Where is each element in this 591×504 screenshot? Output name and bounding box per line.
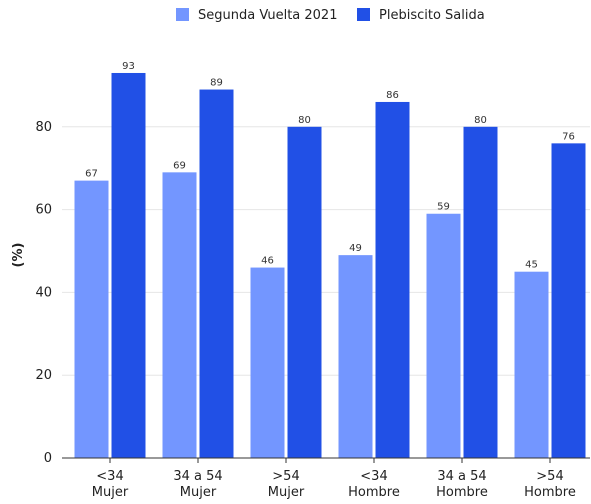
bar-1-1[interactable] [74,180,109,458]
bar-1-6[interactable] [514,271,549,458]
data-label-1-1: 67 [85,169,98,180]
bar-2-3[interactable] [287,126,322,459]
x-category-label-6: >54 Hombre [524,469,576,500]
y-tick-label-0: 0 [44,451,52,466]
data-label-2-6: 76 [562,131,575,142]
bar-2-4[interactable] [375,101,410,459]
bars [74,72,586,459]
data-label-2-4: 86 [386,90,399,101]
bar-2-2[interactable] [199,89,234,458]
y-axis: 0 20 40 60 80 (%) [11,120,52,466]
data-label-2-5: 80 [474,115,487,126]
data-label-1-5: 59 [437,202,450,213]
legend-label-1[interactable]: Segunda Vuelta 2021 [198,8,337,23]
y-axis-label: (%) [11,243,26,268]
y-tick-label-60: 60 [35,203,52,218]
data-labels: 67 93 69 89 46 80 49 86 59 80 45 76 [85,61,575,271]
x-category-label-4: <34 Hombre [348,469,400,500]
bar-1-3[interactable] [250,267,285,458]
x-category-label-3: >54 Mujer [268,469,305,500]
data-label-1-4: 49 [349,243,362,254]
data-label-1-2: 69 [173,160,186,171]
x-axis: <34 Mujer 34 a 54 Mujer >54 Mujer <34 Hombre 34 … [62,457,590,500]
data-label-2-3: 80 [298,115,311,126]
y-tick-label-40: 40 [35,285,52,300]
bar-2-6[interactable] [551,143,586,459]
x-category-label-5: 34 a 54 Hombre [436,469,488,500]
x-category-label-1: <34 Mujer [92,469,129,500]
data-label-2-2: 89 [210,78,223,89]
x-category-label-2: 34 a 54 Mujer [173,469,222,500]
legend-swatch-1[interactable] [176,8,189,21]
bar-2-1[interactable] [111,72,146,458]
data-label-2-1: 93 [122,61,135,72]
y-tick-label-80: 80 [35,120,52,135]
data-label-1-3: 46 [261,256,274,267]
bar-1-2[interactable] [162,172,197,458]
bar-2-5[interactable] [463,126,498,459]
legend: Segunda Vuelta 2021 Plebiscito Salida [176,8,485,23]
legend-swatch-2[interactable] [357,8,370,21]
bar-1-4[interactable] [338,255,373,458]
data-label-1-6: 45 [525,260,538,271]
legend-label-2[interactable]: Plebiscito Salida [379,8,485,23]
bar-1-5[interactable] [426,213,461,458]
grid [62,126,590,376]
y-tick-label-20: 20 [35,368,52,383]
